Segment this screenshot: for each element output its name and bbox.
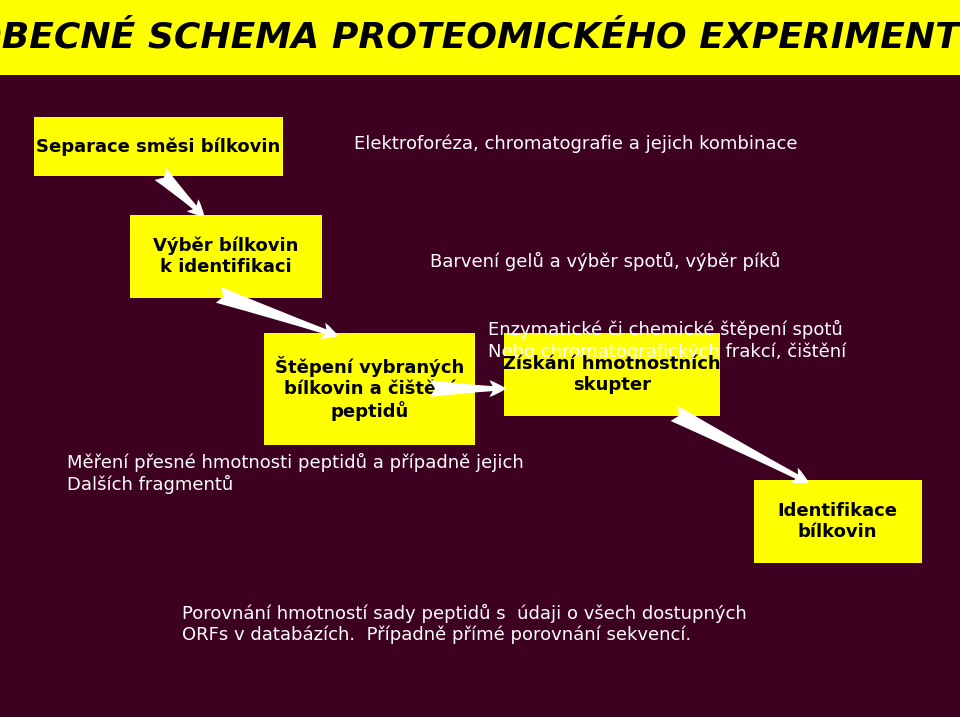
Text: Identifikace
bílkovin: Identifikace bílkovin [778,502,898,541]
FancyBboxPatch shape [34,117,283,176]
Text: Enzymatické či chemické štěpení spotů
Nebo chromatografických frakcí, čištění: Enzymatické či chemické štěpení spotů Ne… [488,320,847,361]
Text: Porovnání hmotností sady peptidů s  údaji o všech dostupných
ORFs v databázích. : Porovnání hmotností sady peptidů s údaji… [182,604,747,644]
Text: Elektroforéza, chromatografie a jejich kombinace: Elektroforéza, chromatografie a jejich k… [354,134,798,153]
Text: Barvení gelů a výběr spotů, výběr píků: Barvení gelů a výběr spotů, výběr píků [430,252,780,271]
Text: Separace směsi bílkovin: Separace směsi bílkovin [36,137,280,156]
FancyBboxPatch shape [504,333,720,416]
Text: Štěpení vybraných
bílkovin a čištění
peptidů: Štěpení vybraných bílkovin a čištění pep… [275,356,465,422]
Text: Získání hmotnostních
skupter: Získání hmotnostních skupter [503,355,721,394]
Text: OBECNÉ SCHEMA PROTEOMICKÉHO EXPERIMENTU: OBECNÉ SCHEMA PROTEOMICKÉHO EXPERIMENTU [0,20,960,54]
Text: Výběr bílkovin
k identifikaci: Výběr bílkovin k identifikaci [153,237,299,276]
FancyBboxPatch shape [264,333,475,445]
FancyBboxPatch shape [130,215,322,298]
Text: Měření přesné hmotnosti peptidů a případně jejich
Dalších fragmentů: Měření přesné hmotnosti peptidů a případ… [67,452,524,494]
FancyBboxPatch shape [0,0,960,75]
FancyBboxPatch shape [754,480,922,563]
